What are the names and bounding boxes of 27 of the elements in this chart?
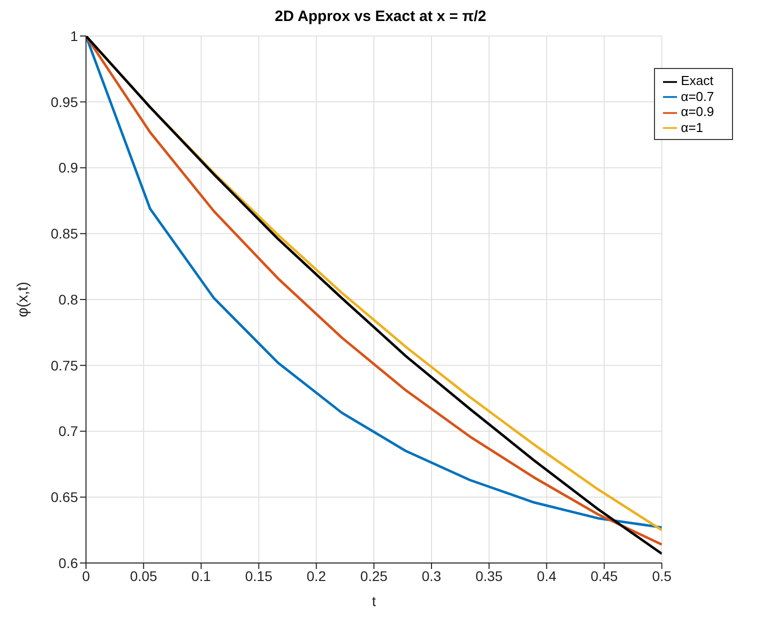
- legend-label: α=0.9: [680, 104, 714, 120]
- chart-title: 2D Approx vs Exact at x = π/2: [274, 8, 488, 27]
- x-axis-title: t: [372, 593, 376, 609]
- y-tick-label: 0.6: [58, 554, 78, 571]
- y-tick-label: 0.7: [58, 423, 78, 440]
- y-tick-label: 1: [70, 28, 78, 44]
- x-tick-label: 0.5: [652, 568, 672, 584]
- y-tick-label: 0.65: [50, 489, 78, 506]
- x-tick-label: 0.3: [422, 568, 442, 584]
- x-tick-label: 0.35: [475, 568, 503, 584]
- x-tick-label: 0.25: [360, 568, 388, 584]
- legend-label: α=0.7: [680, 88, 714, 104]
- y-tick-label: 0.8: [58, 291, 78, 308]
- x-tick-label: 0.1: [191, 568, 212, 584]
- y-tick-label: 0.75: [50, 357, 78, 374]
- x-tick-label: 0.4: [536, 568, 557, 584]
- x-tick-label: 0: [82, 568, 90, 584]
- x-tick-label: 0.45: [590, 568, 618, 584]
- legend-label: Exact: [680, 73, 714, 88]
- y-tick-label: 0.9: [58, 160, 78, 176]
- y-axis-title: φ(x,t): [14, 282, 32, 318]
- legend-label: α=1: [680, 120, 704, 135]
- y-tick-label: 0.95: [50, 94, 78, 110]
- y-tick-label: 0.85: [50, 226, 78, 242]
- x-tick-label: 0.2: [306, 568, 326, 584]
- x-tick-label: 0.15: [245, 568, 273, 584]
- x-tick-label: 0.05: [130, 568, 158, 584]
